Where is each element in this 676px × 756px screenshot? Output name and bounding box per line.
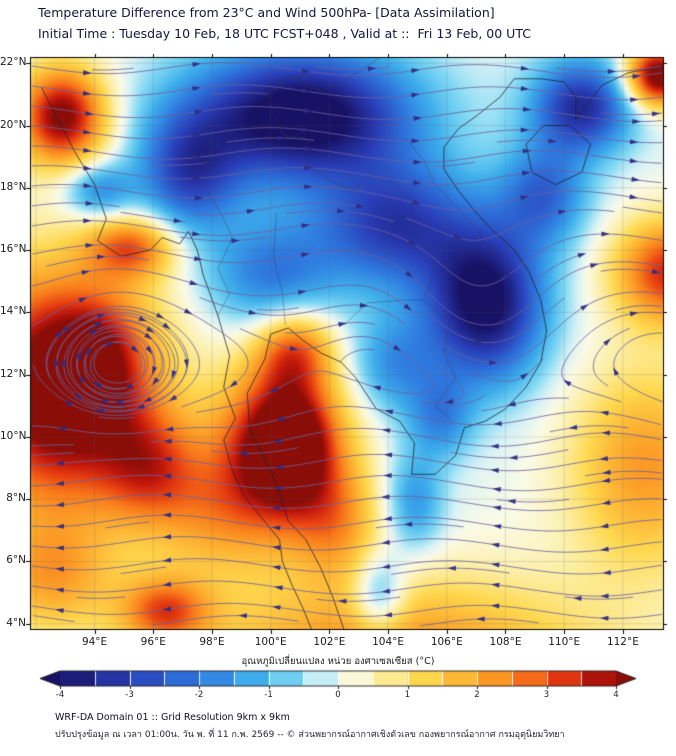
figure-subtitle: Initial Time : Tuesday 10 Feb, 18 UTC FC…	[38, 26, 531, 41]
colorbar-tick-label: 1	[404, 690, 411, 700]
x-axis-tick-label: 110°E	[548, 636, 581, 648]
colorbar-tick-label: 3	[543, 690, 550, 700]
x-axis-tick-label: 94°E	[81, 636, 108, 648]
x-axis-tick-label: 106°E	[430, 636, 463, 648]
footer-domain-text: WRF-DA Domain 01 :: Grid Resolution 9km …	[55, 712, 290, 723]
y-axis-tick-label: 6°N	[6, 554, 26, 567]
y-axis-tick-label: 14°N	[0, 305, 27, 318]
x-axis-tick-label: 96°E	[140, 636, 166, 648]
y-axis-tick-label: 12°N	[0, 367, 27, 380]
colorbar-tick-label: -3	[125, 690, 134, 700]
x-axis-tick-label: 100°E	[254, 636, 287, 648]
y-axis-tick-label: 18°N	[0, 180, 27, 193]
x-axis-tick-label: 104°E	[372, 636, 405, 648]
y-axis-tick-label: 16°N	[0, 243, 27, 256]
x-axis-tick-label: 98°E	[199, 636, 225, 648]
figure-title: Temperature Difference from 23°C and Win…	[38, 5, 495, 20]
y-axis-tick-label: 8°N	[6, 492, 26, 505]
colorbar-tick-label: -2	[194, 690, 204, 700]
x-axis-tick-label: 112°E	[606, 636, 639, 648]
y-axis-tick-label: 4°N	[6, 616, 26, 629]
colorbar-tick-label: -1	[264, 690, 273, 700]
colorbar-title: อุณหภูมิเปลี่ยนแปลง หน่วย องศาเซลเซียส (…	[241, 656, 435, 667]
colorbar-tick-label: 4	[613, 690, 619, 700]
footer-update-text: ปรับปรุงข้อมูล ณ เวลา 01:00น. วัน พ. ที่…	[55, 730, 565, 740]
colorbar-tick-label: 0	[335, 690, 341, 700]
colorbar-tick-label: 2	[474, 690, 480, 700]
x-axis-tick-label: 108°E	[489, 636, 522, 648]
x-axis-tick-label: 102°E	[313, 636, 346, 648]
y-axis-tick-label: 10°N	[0, 429, 27, 442]
colorbar-tick-label: -4	[55, 690, 65, 700]
y-axis-tick-label: 20°N	[0, 118, 27, 131]
y-axis-tick-label: 22°N	[0, 56, 27, 69]
